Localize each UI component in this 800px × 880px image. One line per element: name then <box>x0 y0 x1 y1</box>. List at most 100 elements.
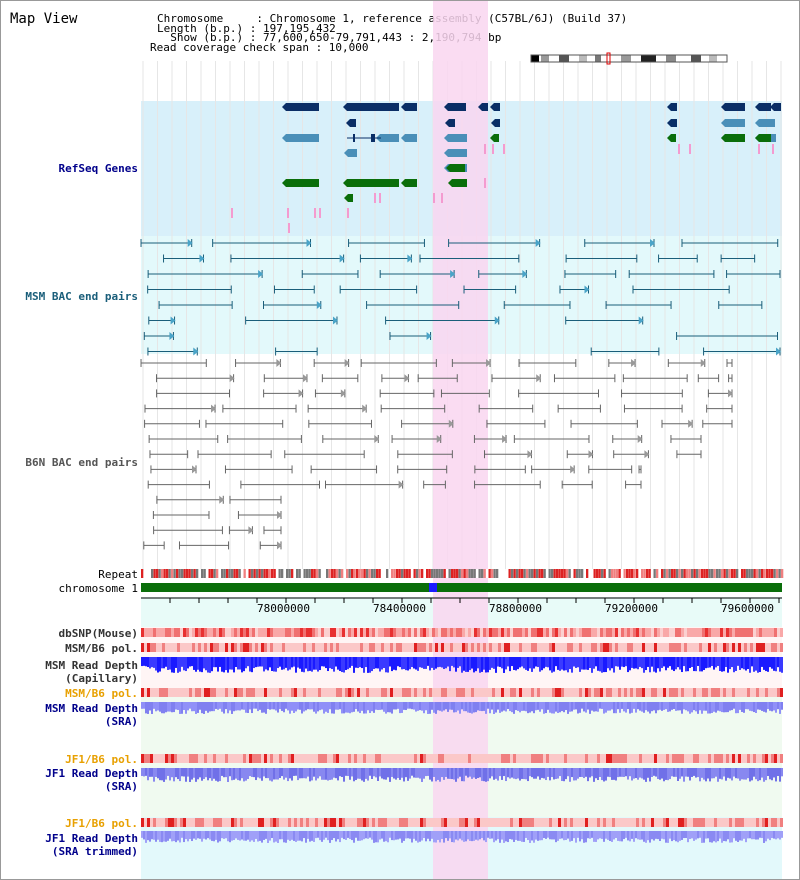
pol-mark <box>618 688 621 697</box>
depth-bar <box>745 657 747 671</box>
depth-bar <box>505 702 507 712</box>
depth-bar <box>281 831 283 840</box>
pol-mark <box>744 754 747 763</box>
depth-bar <box>155 702 157 712</box>
depth-bar <box>745 831 747 843</box>
pol-mark <box>684 688 687 697</box>
depth-bar <box>515 702 517 711</box>
pol-mark <box>399 628 402 637</box>
repeat-mark <box>578 569 581 578</box>
pol-mark <box>159 688 162 697</box>
pol-mark <box>456 818 459 827</box>
depth-bar <box>709 657 711 668</box>
repeat-mark <box>588 569 591 578</box>
pol-mark <box>390 628 393 637</box>
repeat-mark <box>678 569 681 578</box>
depth-bar <box>531 702 533 712</box>
pol-mark <box>405 688 408 697</box>
depth-bar <box>289 768 291 779</box>
depth-bar <box>777 657 779 668</box>
depth-bar <box>705 768 707 782</box>
depth-bar <box>211 831 213 841</box>
gene-arrow <box>343 103 347 111</box>
depth-bar <box>215 768 217 781</box>
repeat-mark <box>281 569 284 578</box>
track-label-b6n-bac[interactable]: B6N BAC end pairs <box>25 456 138 469</box>
depth-bar <box>493 702 495 714</box>
pol-mark <box>384 754 387 763</box>
track-label-msm-b6-pol-2: MSM/B6 pol. <box>65 687 138 700</box>
depth-bar <box>215 702 217 709</box>
repeat-mark <box>546 569 549 578</box>
pol-mark <box>189 688 192 697</box>
pol-mark <box>240 628 243 637</box>
depth-bar <box>249 831 251 842</box>
depth-bar <box>773 831 775 839</box>
pol-mark <box>759 628 762 637</box>
depth-bar <box>539 657 541 672</box>
repeat-mark <box>518 569 521 578</box>
pol-mark <box>435 628 438 637</box>
pol-mark <box>492 754 495 763</box>
depth-bar <box>561 831 563 839</box>
depth-bar <box>683 657 685 667</box>
pol-mark <box>423 754 426 763</box>
depth-bar <box>497 831 499 840</box>
repeat-mark <box>641 569 644 578</box>
pol-mark <box>765 688 768 697</box>
pol-mark <box>567 643 570 652</box>
pol-mark <box>354 688 357 697</box>
depth-bar <box>509 657 511 672</box>
track-label-refseq[interactable]: RefSeq Genes <box>58 162 138 175</box>
msm-bac-end <box>258 270 264 278</box>
pol-mark <box>501 818 504 827</box>
depth-bar <box>763 657 765 670</box>
ideogram-band <box>541 55 549 62</box>
gene-pink <box>503 144 505 154</box>
depth-bar <box>579 768 581 777</box>
depth-bar <box>547 768 549 777</box>
depth-bar <box>213 768 215 779</box>
depth-bar <box>267 831 269 843</box>
depth-bar <box>153 831 155 840</box>
repeat-mark <box>216 569 219 578</box>
pol-mark <box>474 754 477 763</box>
pol-mark <box>360 754 363 763</box>
pol-mark <box>165 818 168 827</box>
depth-bar <box>705 702 707 711</box>
depth-bar <box>743 657 745 670</box>
depth-bar <box>245 831 247 841</box>
repeat-mark <box>278 569 281 578</box>
depth-bar <box>771 768 773 781</box>
gene-pink <box>379 193 381 203</box>
pol-mark <box>669 754 672 763</box>
depth-bar <box>695 768 697 778</box>
depth-bar <box>595 831 597 842</box>
pol-mark <box>333 754 336 763</box>
repeat-mark <box>443 569 446 578</box>
depth-bar <box>381 831 383 839</box>
pol-mark <box>363 754 366 763</box>
depth-bar <box>331 831 333 841</box>
depth-bar <box>769 768 771 780</box>
depth-bar <box>733 657 735 673</box>
pol-mark <box>528 818 531 827</box>
depth-bar <box>157 702 159 711</box>
depth-bar <box>503 768 505 777</box>
pol-mark <box>669 628 672 637</box>
depth-bar <box>219 657 221 667</box>
pol-mark <box>486 643 489 652</box>
pol-mark <box>291 754 294 763</box>
track-label-msm-bac[interactable]: MSM BAC end pairs <box>25 290 138 303</box>
pol-mark <box>378 754 381 763</box>
depth-bar <box>451 657 453 666</box>
b6n-bac-end <box>570 465 576 474</box>
depth-bar <box>333 657 335 672</box>
depth-bar <box>747 702 749 710</box>
depth-bar <box>403 657 405 670</box>
depth-bar <box>667 831 669 843</box>
depth-bar <box>191 831 193 842</box>
pol-mark <box>714 818 717 827</box>
depth-bar <box>143 768 145 777</box>
depth-bar <box>373 831 375 843</box>
